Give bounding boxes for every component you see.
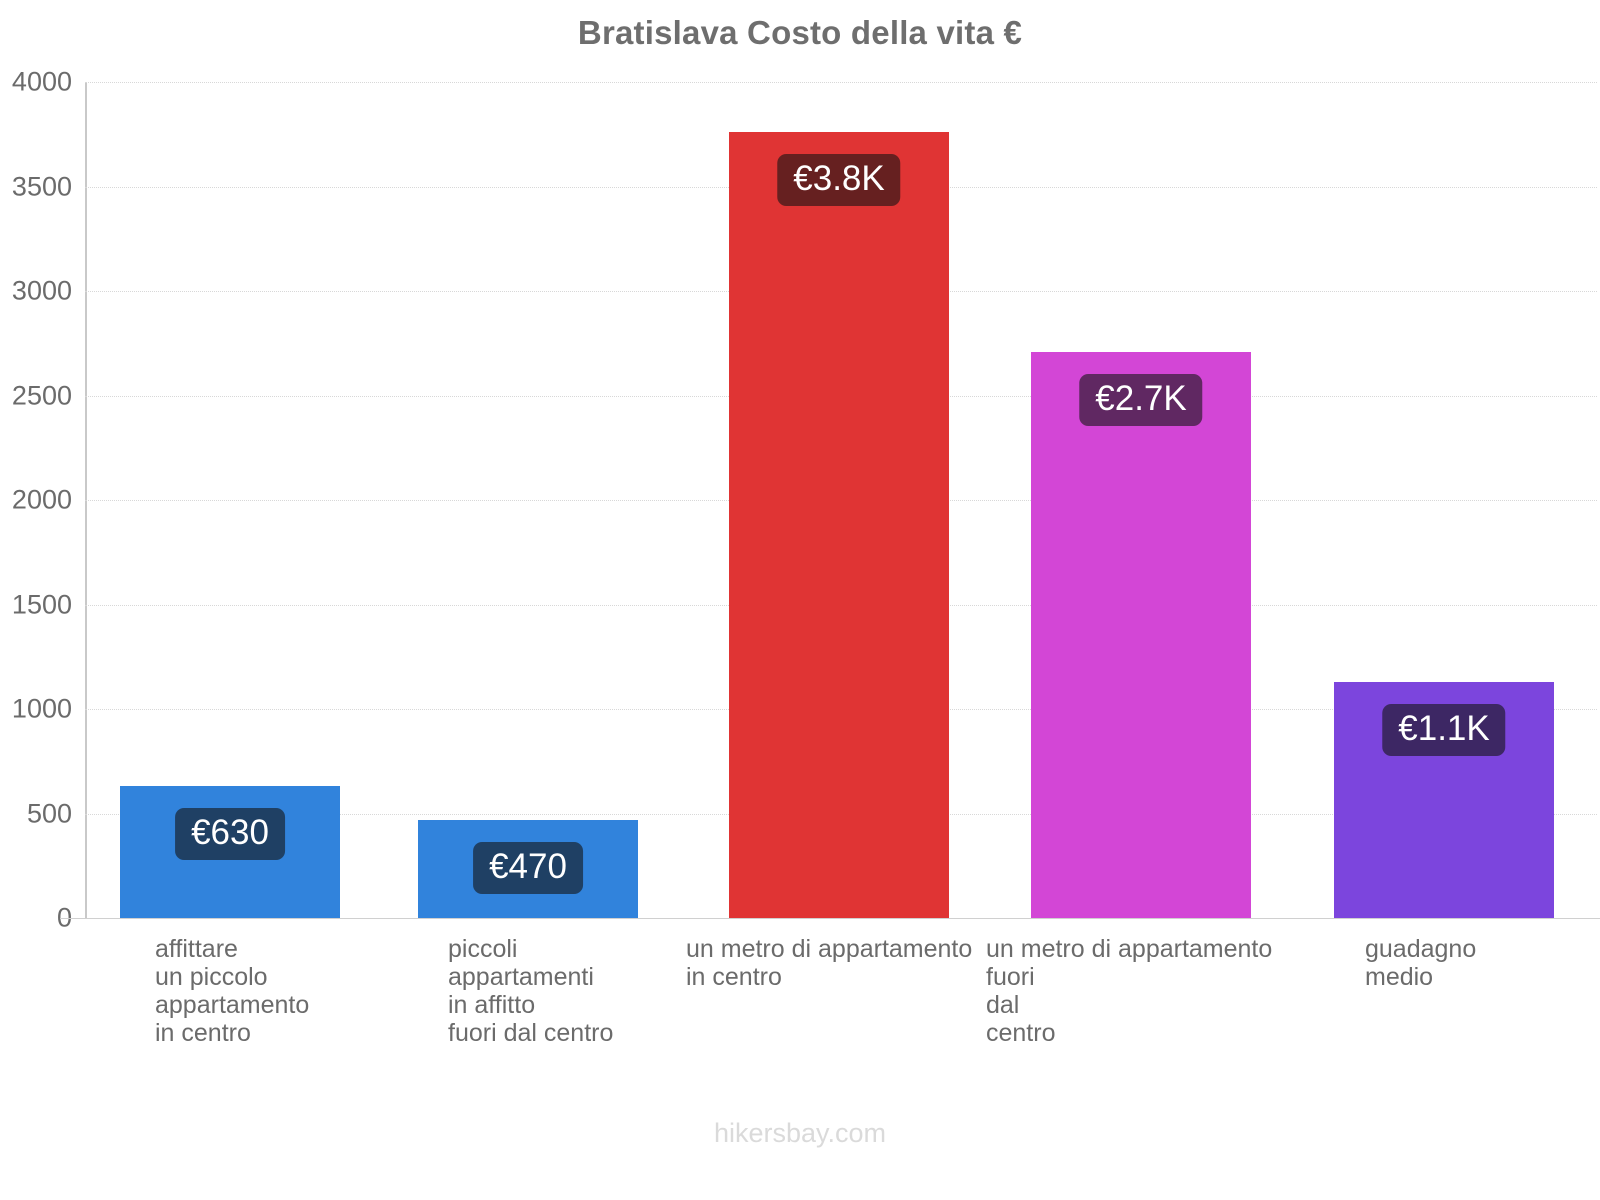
y-axis-tick-label: 1500 <box>11 589 72 619</box>
x-axis-category-label: affittare un piccolo appartamento in cen… <box>155 935 310 1047</box>
bar-value-label: €630 <box>175 808 285 861</box>
y-axis-tick-label: 3000 <box>11 275 72 306</box>
y-axis-tick-label: 0 <box>56 902 72 933</box>
bar-value-label: €1.1K <box>1382 703 1506 756</box>
x-axis-category-label: un metro di appartamento in centro <box>686 935 973 991</box>
x-axis-category-label: guadagno medio <box>1365 935 1477 991</box>
x-axis-baseline <box>60 918 1600 919</box>
bar-value-label: €2.7K <box>1079 373 1203 426</box>
x-axis-category-label: piccoli appartamenti in affitto fuori da… <box>448 935 614 1047</box>
y-axis-tick-label: 2500 <box>11 380 72 410</box>
y-axis-tick-label: 2000 <box>11 484 72 515</box>
bar-value-label: €3.8K <box>777 154 901 207</box>
y-axis-tick-label: 4000 <box>11 66 72 97</box>
bar-value-label: €470 <box>473 841 583 894</box>
y-axis-tick-label: 1000 <box>11 693 72 724</box>
x-axis-category-label: un metro di appartamento fuori dal centr… <box>986 935 1273 1047</box>
gridline <box>85 82 1597 84</box>
y-axis-tick-label: 3500 <box>11 171 72 201</box>
page-title: Bratislava Costo della vita € <box>577 14 1023 51</box>
watermark: hikersbay.com <box>713 1118 887 1148</box>
bar[interactable] <box>1031 351 1251 918</box>
y-axis-tick-label: 500 <box>26 798 72 828</box>
bar[interactable] <box>729 132 949 918</box>
